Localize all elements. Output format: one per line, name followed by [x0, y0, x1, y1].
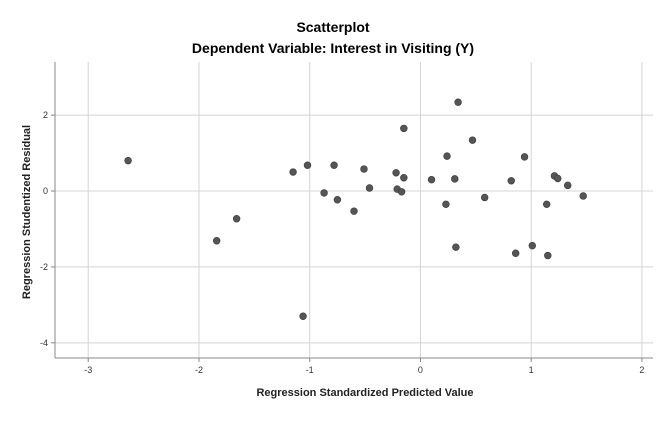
data-point	[212, 237, 221, 245]
y-axis-label: Regression Studentized Residual	[21, 125, 33, 299]
data-point	[427, 175, 436, 184]
y-tick-label: -2	[40, 262, 48, 272]
data-points	[124, 98, 587, 320]
data-point	[554, 174, 562, 183]
x-tick-label: 2	[639, 365, 644, 375]
axes	[54, 62, 653, 359]
data-point	[289, 168, 297, 176]
y-tick-label: 0	[43, 186, 48, 196]
x-tick-label: -1	[306, 365, 314, 375]
data-point	[400, 124, 408, 133]
data-point	[397, 188, 406, 196]
grid-lines	[51, 62, 653, 362]
data-point	[520, 153, 529, 161]
data-point	[507, 177, 515, 185]
data-point	[392, 169, 400, 177]
x-tick-labels: -3 -2 -1 0 1 2	[84, 365, 644, 375]
data-point	[579, 192, 587, 200]
data-point	[452, 243, 460, 251]
x-tick-label: 1	[529, 365, 534, 375]
chart-subtitle: Dependent Variable: Interest in Visiting…	[192, 40, 474, 56]
data-point	[443, 152, 451, 160]
data-point	[232, 215, 241, 223]
chart-title: Scatterplot	[296, 19, 369, 35]
y-tick-labels: -4 -2 0 2	[40, 110, 48, 348]
data-point	[320, 189, 328, 197]
x-tick-label: 0	[418, 365, 423, 375]
data-point	[454, 98, 462, 106]
y-tick-label: 2	[43, 110, 48, 120]
data-point	[542, 200, 551, 209]
x-axis-label: Regression Standardized Predicted Value	[256, 387, 473, 399]
y-tick-label: -4	[40, 338, 48, 348]
data-point	[544, 251, 552, 260]
data-point	[360, 165, 368, 173]
data-point	[330, 161, 338, 169]
data-point	[299, 312, 307, 320]
x-tick-label: -2	[195, 365, 203, 375]
data-point	[511, 249, 520, 257]
data-point	[400, 174, 408, 182]
x-tick-label: -3	[84, 365, 92, 375]
data-point	[442, 200, 450, 209]
data-point	[480, 193, 489, 202]
data-point	[365, 184, 374, 192]
data-point	[350, 207, 358, 215]
data-point	[468, 136, 477, 144]
data-point	[528, 241, 536, 250]
data-point	[564, 181, 572, 190]
data-point	[451, 175, 459, 183]
data-point	[124, 156, 132, 165]
data-point	[303, 161, 312, 169]
data-point	[333, 196, 342, 204]
